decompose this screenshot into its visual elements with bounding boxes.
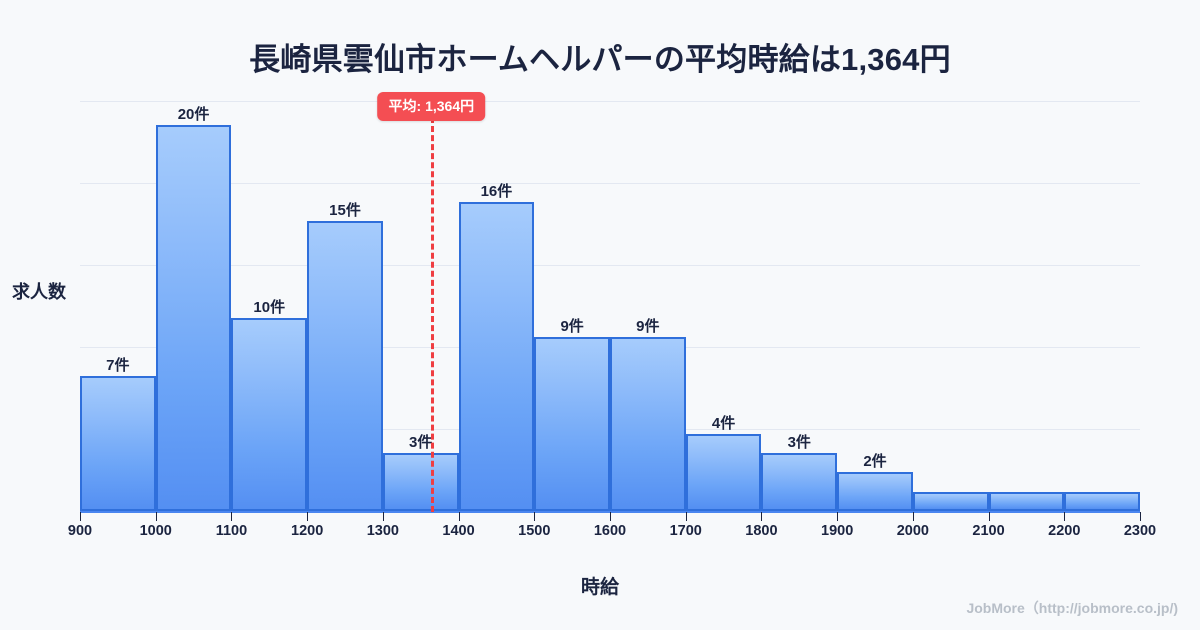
x-axis-tick [912, 512, 914, 521]
gridline [80, 265, 1140, 266]
gridline [80, 101, 1140, 102]
average-badge: 平均: 1,364円 [377, 92, 486, 121]
bar-value-label: 10件 [253, 298, 286, 316]
x-axis-tick [1140, 512, 1141, 521]
x-axis-tick [155, 512, 157, 521]
x-axis-tick [761, 512, 763, 521]
bar-value-label: 7件 [106, 356, 130, 374]
bar[interactable] [458, 202, 535, 511]
x-axis-tick-label: 900 [67, 523, 93, 539]
x-axis-tick-label: 1100 [215, 523, 248, 539]
average-dashed-line [431, 117, 435, 512]
y-axis-title: 求人数 [12, 282, 66, 302]
bar[interactable] [761, 453, 838, 511]
x-axis-tick-label: 1500 [518, 523, 551, 539]
x-axis-tick-label: 2000 [896, 523, 929, 539]
x-axis-tick-label: 1300 [366, 523, 399, 539]
x-axis-tick [1064, 512, 1066, 521]
plot-area: 7件 20件 10件 15件 3件 16件 9件 9件 4件 3件 2件 900 1000 1100 12… [68, 92, 1156, 539]
x-axis-tick-label: 1400 [442, 523, 475, 539]
gridline [80, 183, 1140, 184]
x-axis-tick-label: 2300 [1123, 523, 1157, 539]
bar-value-label: 15件 [329, 202, 361, 220]
chart-title: 長崎県雲仙市ホームヘルパーの平均時給は1,364円 [249, 42, 951, 77]
watermark: JobMore（http://jobmore.co.jp/) [966, 600, 1178, 616]
bar[interactable] [1064, 491, 1140, 511]
x-axis-tick [610, 512, 611, 521]
x-axis-tick [837, 512, 839, 521]
bar[interactable] [912, 491, 989, 511]
x-axis-tick [458, 512, 460, 521]
x-axis-tick-label: 2100 [972, 523, 1005, 539]
x-axis-tick-label: 1900 [821, 523, 854, 539]
x-axis-tick-label: 1600 [593, 523, 627, 539]
x-axis-tick [685, 512, 687, 521]
bar[interactable] [610, 337, 686, 511]
x-axis-tick-label: 1800 [745, 523, 778, 539]
bar[interactable] [231, 317, 308, 511]
x-axis-tick [307, 512, 309, 521]
bar[interactable] [988, 491, 1065, 511]
bar-value-label: 20件 [177, 105, 210, 123]
x-axis-tick-label: 1000 [139, 523, 172, 539]
x-axis-tick-label: 1200 [291, 523, 324, 539]
x-axis-tick [231, 512, 233, 521]
x-axis-tick-label: 2200 [1048, 523, 1081, 539]
bar-value-label: 3件 [787, 434, 811, 452]
bar-value-label: 16件 [480, 183, 513, 201]
x-axis-tick [382, 512, 384, 521]
bar[interactable] [80, 375, 156, 511]
bar[interactable] [155, 124, 232, 511]
bar[interactable] [307, 221, 383, 511]
bar-value-label: 9件 [560, 318, 584, 336]
x-axis-tick [534, 512, 536, 521]
bar-value-label: 9件 [636, 318, 660, 336]
x-axis-tick [988, 512, 990, 521]
bar[interactable] [837, 472, 913, 511]
bar-series: 7件 20件 10件 15件 3件 16件 9件 9件 4件 3件 2件 [80, 95, 1140, 512]
x-axis-title: 時給 [580, 577, 619, 598]
bar-value-label: 4件 [711, 414, 736, 432]
bar[interactable] [382, 453, 459, 511]
x-axis-tick-label: 1700 [669, 523, 702, 539]
x-axis-tick [80, 512, 81, 521]
bar-value-label: 2件 [863, 453, 887, 471]
bar[interactable] [685, 433, 762, 511]
bar[interactable] [534, 337, 610, 511]
bar-value-label: 3件 [409, 434, 433, 452]
